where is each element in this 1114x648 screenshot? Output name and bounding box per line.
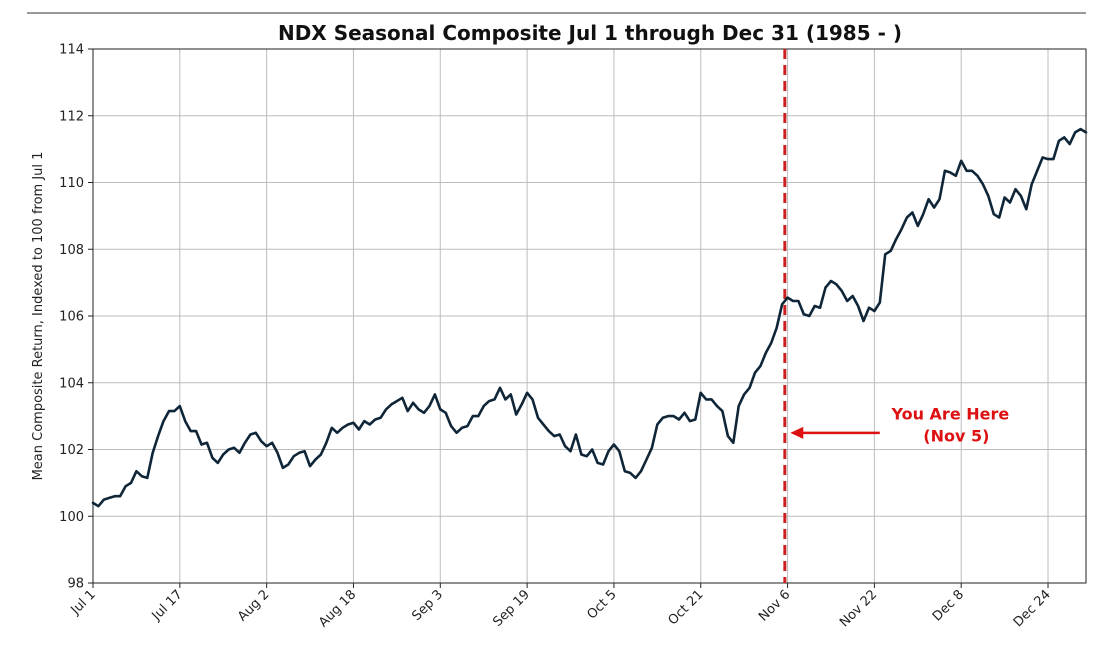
annotation-arrow-head (790, 426, 804, 439)
x-tick-label: Sep 3 (409, 587, 446, 624)
grid (92, 48, 1086, 584)
series-line (91, 127, 1088, 508)
y-axis-label: Mean Composite Return, Indexed to 100 fr… (31, 152, 46, 481)
y-tick-label: 104 (59, 376, 84, 391)
x-tick-label: Jul 17 (149, 587, 186, 624)
x-tick-label: Aug 2 (235, 587, 272, 624)
x-tick-label: Nov 6 (756, 587, 793, 624)
y-tick-label: 102 (59, 443, 84, 458)
annotation-text-line1: You Are Here (890, 404, 1009, 423)
y-tick-label: 100 (59, 510, 84, 525)
x-tick-label: Nov 22 (837, 587, 880, 630)
y-tick-label: 112 (59, 109, 84, 124)
x-tick-label: Sep 19 (490, 587, 533, 630)
y-tick-label: 106 (59, 310, 84, 325)
x-tick-label: Dec 24 (1011, 587, 1054, 630)
plot-frame (92, 48, 1087, 584)
chart-title: NDX Seasonal Composite Jul 1 through Dec… (278, 21, 902, 45)
y-tick-label: 110 (59, 176, 84, 191)
axes: 98 100 102 104 106 108 110 112 114 Jul 1 Jul 17 Aug… (59, 43, 1087, 630)
y-tick-label: 98 (67, 577, 84, 592)
annotation: You Are Here (Nov 5) (790, 404, 1009, 445)
x-tick-label: Jul 1 (68, 587, 99, 618)
series-group (91, 127, 1088, 508)
x-tick-label: Dec 8 (930, 587, 967, 624)
x-tick-label: Oct 5 (584, 587, 619, 622)
y-tick-label: 114 (59, 43, 84, 58)
annotation-text-line2: (Nov 5) (923, 426, 989, 445)
x-tick-label: Aug 18 (316, 587, 359, 630)
x-tick-label: Oct 21 (665, 587, 706, 628)
y-tick-label: 108 (59, 243, 84, 258)
